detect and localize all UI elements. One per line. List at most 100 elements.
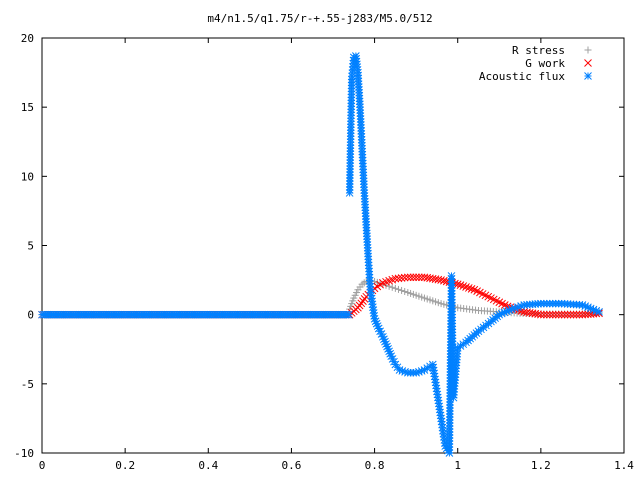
marker-stroke xyxy=(473,287,481,296)
marker-stroke xyxy=(503,302,512,311)
marker-stroke xyxy=(377,330,386,338)
marker-stroke xyxy=(376,327,384,336)
legend-marker-r-stress xyxy=(584,46,592,54)
marker-stroke xyxy=(412,273,420,282)
legend-marker-g-work xyxy=(584,59,592,67)
y-tick-label: 5 xyxy=(27,240,34,253)
point-r-stress xyxy=(394,285,402,293)
point-g-work xyxy=(459,282,468,290)
marker-stroke xyxy=(484,292,493,301)
axis-ticks: 0 0.2 0.4 0.6 0.8 1 1.2 1.4 -10 -5 0 5 10 15 20 xyxy=(14,32,634,472)
point-g-work xyxy=(572,310,581,319)
point-r-stress xyxy=(391,284,399,292)
marker-stroke xyxy=(548,310,557,319)
marker-stroke xyxy=(495,298,504,307)
marker-stroke xyxy=(415,273,423,282)
y-tick-label: -5 xyxy=(21,378,34,391)
x-tick-label: 0.8 xyxy=(365,459,385,472)
y-tick-label: 0 xyxy=(27,309,34,322)
x-tick-label: 1.2 xyxy=(531,459,551,472)
marker-stroke xyxy=(578,310,587,319)
point-g-work xyxy=(453,280,462,289)
marker-stroke xyxy=(500,301,509,309)
marker-stroke xyxy=(464,284,473,292)
point-g-work xyxy=(554,310,563,319)
legend-label-g-work: G work xyxy=(525,57,565,70)
point-g-work xyxy=(575,310,584,319)
marker-stroke xyxy=(476,288,484,297)
point-g-work xyxy=(539,310,548,319)
legend-label-r-stress: R stress xyxy=(512,44,565,57)
marker-stroke xyxy=(387,352,396,361)
point-g-work xyxy=(545,310,554,319)
point-g-work xyxy=(557,310,566,319)
marker-stroke xyxy=(400,273,409,282)
y-tick-label: 10 xyxy=(21,170,34,183)
marker-stroke xyxy=(406,273,415,282)
point-r-stress xyxy=(398,286,406,294)
point-r-stress xyxy=(385,282,393,290)
x-tick-label: 0.6 xyxy=(281,459,301,472)
marker-stroke xyxy=(487,294,495,302)
marker-stroke xyxy=(388,355,397,363)
marker-stroke xyxy=(397,274,406,282)
marker-stroke xyxy=(557,310,566,319)
marker-stroke xyxy=(572,310,581,319)
point-g-work xyxy=(563,310,572,319)
point-g-work xyxy=(394,274,403,283)
point-g-work xyxy=(551,310,560,319)
point-g-work xyxy=(566,310,575,319)
marker-stroke xyxy=(575,310,584,319)
marker-stroke xyxy=(498,299,506,308)
point-g-work xyxy=(464,284,473,292)
point-g-work xyxy=(409,273,418,282)
x-tick-label: 1 xyxy=(454,459,461,472)
legend-label-acoustic-flux: Acoustic flux xyxy=(479,70,565,83)
x-tick-label: 0 xyxy=(39,459,46,472)
marker-stroke xyxy=(453,280,462,289)
marker-stroke xyxy=(478,290,487,298)
x-tick-label: 1.4 xyxy=(614,459,634,472)
point-g-work xyxy=(542,310,551,319)
marker-stroke xyxy=(537,310,545,319)
y-tick-label: 20 xyxy=(21,32,34,45)
point-r-stress xyxy=(388,283,396,291)
x-tick-label: 0.4 xyxy=(198,459,218,472)
x-tick-label: 0.2 xyxy=(115,459,135,472)
marker-stroke xyxy=(403,273,412,282)
marker-stroke xyxy=(374,324,383,333)
point-g-work xyxy=(560,310,569,319)
marker-stroke xyxy=(467,284,476,293)
point-acoustic-flux xyxy=(344,310,353,319)
point-g-work xyxy=(397,274,406,282)
plot-frame xyxy=(41,37,625,454)
y-tick-label: -10 xyxy=(14,447,34,460)
series-acoustic-flux xyxy=(38,52,603,457)
marker-stroke xyxy=(560,310,569,319)
marker-stroke xyxy=(456,281,465,290)
point-g-work xyxy=(415,273,423,282)
point-g-work xyxy=(537,310,545,319)
marker-stroke xyxy=(563,310,572,319)
marker-stroke xyxy=(584,72,592,80)
marker-stroke xyxy=(569,310,578,319)
y-tick-label: 15 xyxy=(21,101,34,114)
marker-stroke xyxy=(545,310,554,319)
point-g-work xyxy=(462,283,470,291)
point-g-work xyxy=(400,273,409,282)
point-g-work xyxy=(391,274,400,283)
marker-stroke xyxy=(539,310,548,319)
marker-stroke xyxy=(462,283,470,291)
marker-stroke xyxy=(595,308,603,316)
point-r-stress xyxy=(401,287,409,295)
marker-stroke xyxy=(489,295,498,304)
marker-stroke xyxy=(481,291,490,300)
point-acoustic-flux xyxy=(595,308,603,316)
marker-stroke xyxy=(554,310,563,319)
marker-stroke xyxy=(391,274,400,283)
point-g-work xyxy=(548,310,557,319)
marker-stroke xyxy=(409,273,418,282)
point-g-work xyxy=(456,281,465,290)
